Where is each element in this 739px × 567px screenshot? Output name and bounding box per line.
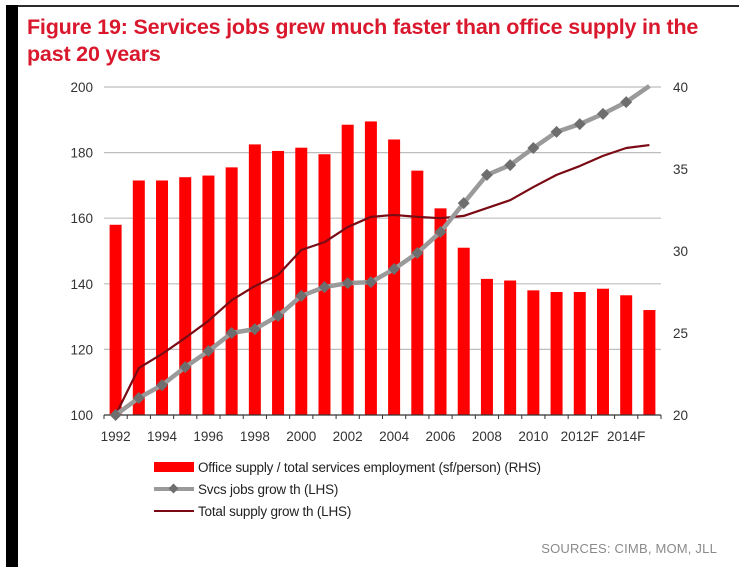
- sources-note: SOURCES: CIMB, MOM, JLL: [541, 541, 717, 556]
- bar: [248, 144, 261, 415]
- svcs-marker: [202, 345, 215, 358]
- svcs-marker: [295, 289, 308, 302]
- right-y-axis-labels: 20 25 30 35 40: [673, 80, 688, 423]
- bar: [295, 147, 308, 415]
- x-tick-label: 2010: [518, 429, 548, 444]
- legend: Office supply / total services employmen…: [154, 456, 541, 522]
- svcs-marker: [318, 281, 331, 294]
- x-tick-label: 1994: [147, 429, 178, 444]
- svcs-marker: [480, 168, 493, 181]
- svcs-marker: [364, 276, 377, 289]
- x-tick-label: 2006: [425, 429, 455, 444]
- svcs-marker: [596, 107, 609, 120]
- bar: [202, 175, 215, 415]
- y2-tick-label: 20: [673, 408, 688, 423]
- bar: [341, 124, 354, 415]
- y2-tick-label: 40: [673, 80, 688, 95]
- bar: [179, 177, 192, 415]
- bar: [272, 150, 285, 415]
- bar-swatch-icon: [154, 461, 194, 473]
- x-tick-label: 2000: [286, 429, 316, 444]
- svcs-marker: [179, 361, 192, 374]
- x-tick-label: 1992: [101, 429, 131, 444]
- x-tick-label: 2008: [472, 429, 502, 444]
- svcs-marker: [109, 409, 122, 421]
- bar: [596, 288, 609, 415]
- svcs-marker: [132, 391, 145, 404]
- y2-tick-label: 35: [673, 162, 688, 177]
- x-axis-labels: 1992 1994 1996 1998 2000 2002 2004 2006 2008 2010…: [101, 429, 646, 444]
- svcs-marker: [527, 142, 540, 155]
- svcs-marker: [411, 246, 424, 259]
- svcs-marker: [225, 327, 238, 339]
- svcs-marker: [550, 125, 563, 138]
- y-tick-label: 200: [70, 80, 93, 95]
- y2-tick-label: 30: [673, 244, 688, 259]
- svcs-marker: [272, 309, 285, 322]
- top-rule: [6, 5, 739, 7]
- line-swatch-icon: [154, 505, 194, 517]
- line-series-svcs-jobs: [109, 84, 651, 421]
- y-tick-label: 140: [70, 277, 93, 292]
- line-series-total-supply: [114, 143, 650, 416]
- x-tick-label: 1998: [240, 429, 270, 444]
- bar: [527, 290, 540, 415]
- x-tick-label: 2014F: [607, 429, 645, 444]
- left-accent-bar: [6, 5, 18, 567]
- y2-tick-label: 25: [673, 326, 688, 341]
- x-axis: [103, 414, 662, 419]
- bar: [132, 180, 145, 415]
- x-tick-label: 2004: [379, 429, 410, 444]
- bar: [109, 224, 122, 415]
- legend-label: Svcs jobs grow th (LHS): [198, 481, 339, 497]
- gridlines: [104, 86, 661, 350]
- bar: [550, 292, 563, 415]
- svcs-marker: [156, 379, 169, 392]
- bar: [480, 278, 493, 415]
- bar: [364, 121, 377, 415]
- svcs-marker: [457, 197, 470, 210]
- svcs-marker: [620, 96, 633, 109]
- x-tick-label: 2012F: [561, 429, 599, 444]
- svcs-line: [114, 84, 651, 417]
- legend-item-office-supply: Office supply / total services employmen…: [154, 456, 541, 478]
- y-tick-label: 160: [70, 211, 93, 226]
- bar: [434, 208, 447, 415]
- bar: [457, 247, 470, 415]
- y-tick-label: 120: [70, 342, 93, 357]
- x-tick-label: 2002: [333, 429, 363, 444]
- svcs-marker: [434, 225, 447, 238]
- svcs-marker: [341, 277, 354, 290]
- left-y-axis-labels: 100 120 140 160 180 200: [70, 80, 93, 423]
- bar: [573, 292, 586, 415]
- legend-label: Office supply / total services employmen…: [198, 459, 541, 475]
- y-tick-label: 100: [70, 408, 93, 423]
- line-diamond-swatch-icon: [154, 483, 194, 495]
- bar: [388, 139, 401, 416]
- svcs-marker: [388, 263, 401, 276]
- bar: [225, 167, 238, 415]
- legend-item-svcs-jobs: Svcs jobs grow th (LHS): [154, 478, 541, 500]
- supply-line: [114, 143, 650, 416]
- figure-title: Figure 19: Services jobs grew much faste…: [27, 15, 699, 66]
- legend-label: Total supply grow th (LHS): [198, 503, 352, 519]
- svcs-marker: [504, 159, 517, 172]
- bar: [411, 170, 424, 415]
- x-tick-label: 1996: [193, 429, 223, 444]
- bar: [643, 310, 656, 415]
- svcs-marker: [573, 118, 586, 131]
- svcs-marker: [248, 323, 261, 336]
- y-tick-label: 180: [70, 146, 93, 161]
- legend-item-total-supply: Total supply grow th (LHS): [154, 500, 541, 522]
- bar: [620, 295, 633, 415]
- bar-series-office-supply: [109, 121, 656, 416]
- bar: [504, 280, 517, 415]
